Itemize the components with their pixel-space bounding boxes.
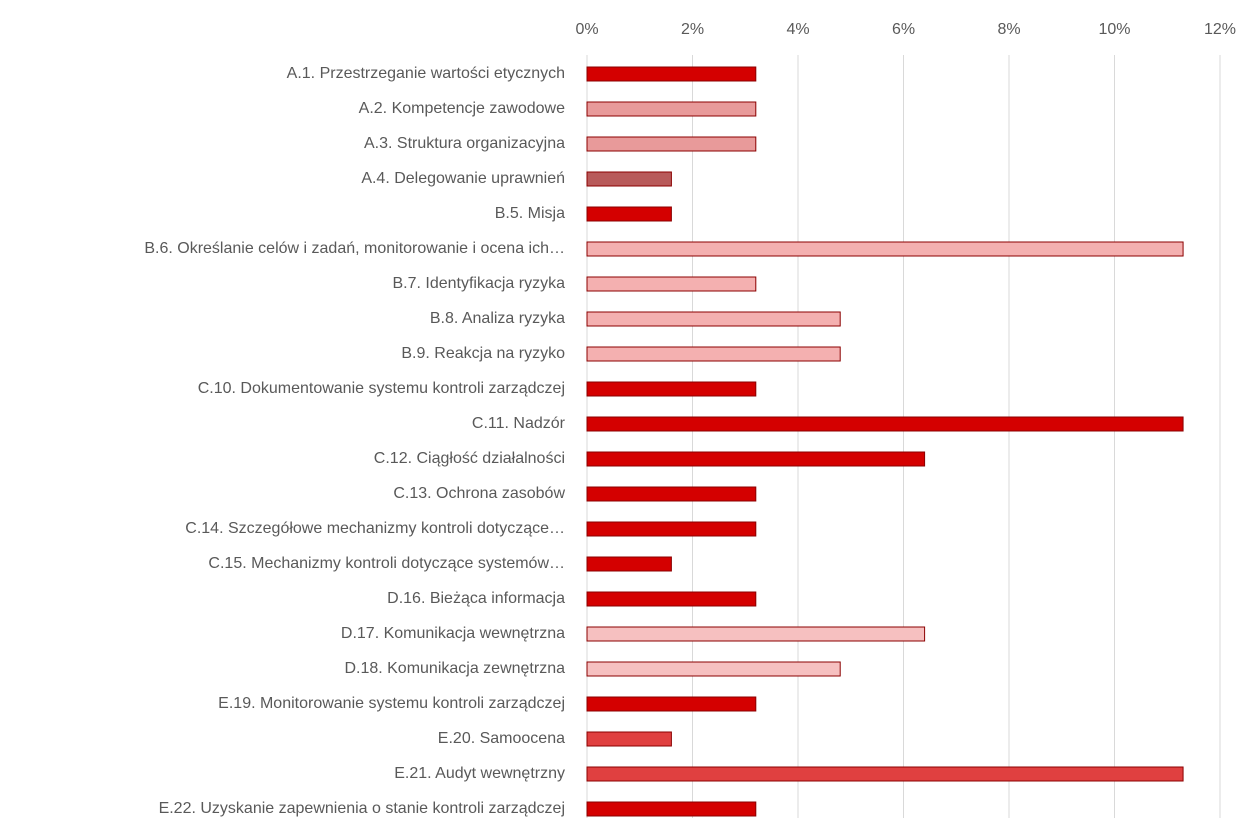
bar: [586, 381, 757, 397]
x-tick-label: 8%: [997, 21, 1020, 38]
y-tick-label: D.17. Komunikacja wewnętrzna: [341, 625, 565, 642]
bar: [586, 66, 757, 82]
bar: [586, 311, 841, 327]
y-tick-label: D.18. Komunikacja zewnętrzna: [344, 660, 565, 677]
y-tick-label: E.22. Uzyskanie zapewnienia o stanie kon…: [159, 800, 565, 817]
y-tick-label: E.21. Audyt wewnętrzny: [394, 765, 565, 782]
y-tick-label: A.1. Przestrzeganie wartości etycznych: [287, 65, 565, 82]
bar: [586, 241, 1184, 257]
bar: [586, 451, 926, 467]
bar: [586, 661, 841, 677]
bar: [586, 521, 757, 537]
x-tick-label: 12%: [1204, 21, 1236, 38]
x-tick-label: 10%: [1098, 21, 1130, 38]
x-tick-label: 0%: [575, 21, 598, 38]
y-tick-label: C.13. Ochrona zasobów: [393, 485, 565, 502]
y-tick-label: B.6. Określanie celów i zadań, monitorow…: [144, 240, 565, 257]
x-tick-label: 6%: [892, 21, 915, 38]
bar: [586, 801, 757, 817]
bar: [586, 696, 757, 712]
bar: [586, 766, 1184, 782]
y-tick-label: D.16. Bieżąca informacja: [387, 590, 565, 607]
y-tick-label: C.15. Mechanizmy kontroli dotyczące syst…: [208, 555, 565, 572]
bar: [586, 346, 841, 362]
bar: [586, 101, 757, 117]
x-tick-label: 4%: [786, 21, 809, 38]
y-tick-label: C.12. Ciągłość działalności: [374, 450, 565, 467]
bar: [586, 731, 672, 747]
bar: [586, 556, 672, 572]
bar: [586, 416, 1184, 432]
y-tick-label: B.9. Reakcja na ryzyko: [401, 345, 565, 362]
bar: [586, 136, 757, 152]
bar: [586, 276, 757, 292]
y-tick-label: E.20. Samoocena: [438, 730, 565, 747]
y-tick-label: A.2. Kompetencje zawodowe: [359, 100, 565, 117]
y-tick-label: C.11. Nadzór: [472, 415, 566, 432]
bar: [586, 206, 672, 222]
bar: [586, 626, 926, 642]
y-tick-label: B.7. Identyfikacja ryzyka: [392, 275, 565, 292]
bar: [586, 171, 672, 187]
y-tick-label: C.10. Dokumentowanie systemu kontroli za…: [198, 380, 565, 397]
bar: [586, 591, 757, 607]
bar: [586, 486, 757, 502]
x-tick-label: 2%: [681, 21, 704, 38]
y-tick-label: B.8. Analiza ryzyka: [430, 310, 565, 327]
y-tick-label: E.19. Monitorowanie systemu kontroli zar…: [218, 695, 565, 712]
y-tick-label: A.4. Delegowanie uprawnień: [361, 170, 565, 187]
y-tick-label: A.3. Struktura organizacyjna: [364, 135, 565, 152]
y-tick-label: C.14. Szczegółowe mechanizmy kontroli do…: [185, 520, 565, 537]
y-tick-label: B.5. Misja: [495, 205, 565, 222]
